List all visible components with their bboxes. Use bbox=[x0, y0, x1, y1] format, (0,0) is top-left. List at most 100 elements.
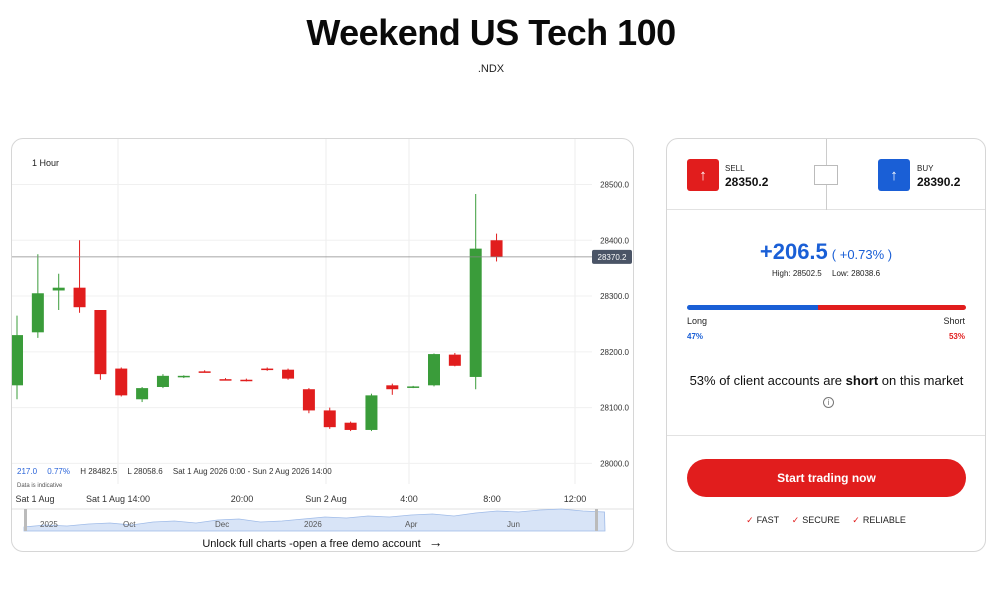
navigator-handle bbox=[24, 509, 27, 531]
sentiment-bold: short bbox=[845, 373, 879, 388]
trade-price-row: ↑ SELL 28350.2 ↑ BUY 28390.2 bbox=[667, 139, 985, 210]
legend-range: Sat 1 Aug 2026 0:00 - Sun 2 Aug 2026 14:… bbox=[172, 467, 332, 476]
legend-volume: 217.0 bbox=[17, 467, 38, 476]
trade-panel: ↑ SELL 28350.2 ↑ BUY 28390.2 +206.5( +0.… bbox=[666, 138, 986, 552]
feature-item: ✓ FAST bbox=[746, 515, 779, 525]
candle-body bbox=[240, 379, 253, 382]
current-price-label: 28370.2 bbox=[598, 253, 627, 262]
sell-price: 28350.2 bbox=[725, 175, 769, 189]
navigator-label: 2026 bbox=[304, 520, 322, 529]
arrow-up-icon: ↑ bbox=[890, 166, 898, 184]
candle-body bbox=[407, 386, 420, 388]
buy-label: BUY bbox=[917, 164, 934, 173]
navigator-label: Dec bbox=[215, 520, 230, 529]
check-icon: ✓ bbox=[746, 515, 754, 525]
info-icon[interactable]: i bbox=[823, 397, 834, 409]
page-title: Weekend US Tech 100 bbox=[306, 12, 676, 53]
unlock-charts-link[interactable]: Unlock full charts -open a free demo acc… bbox=[12, 534, 633, 550]
y-tick-label: 28000.0 bbox=[600, 459, 629, 468]
day-high: High: 28502.5 bbox=[771, 269, 822, 278]
day-low: Low: 28038.6 bbox=[832, 269, 881, 278]
sentiment-short-fill bbox=[818, 305, 966, 310]
buy-button[interactable]: ↑ bbox=[878, 159, 910, 191]
x-axis-label: 20:00 bbox=[230, 494, 254, 504]
long-pct: 47% bbox=[687, 332, 704, 341]
arrow-up-icon: ↑ bbox=[699, 166, 707, 184]
navigator-handle bbox=[595, 509, 598, 531]
sentiment-prefix: 53% of client accounts are bbox=[689, 373, 846, 388]
candle-body bbox=[156, 375, 169, 387]
candle-body bbox=[323, 410, 336, 428]
unlock-charts-text: Unlock full charts -open a free demo acc… bbox=[202, 538, 421, 550]
y-tick-label: 28300.0 bbox=[600, 292, 629, 301]
navigator-label: 2025 bbox=[40, 520, 58, 529]
long-label: Long bbox=[687, 316, 708, 326]
spread-divider bbox=[826, 185, 827, 210]
feature-item: ✓ RELIABLE bbox=[852, 515, 906, 525]
candle-body bbox=[12, 335, 23, 386]
candle-body bbox=[448, 354, 461, 366]
navigator-label: Apr bbox=[405, 520, 418, 529]
candle-body bbox=[136, 388, 149, 400]
change-pct: ( +0.73% ) bbox=[831, 247, 893, 262]
instrument-symbol: .NDX bbox=[477, 63, 505, 75]
candle-body bbox=[344, 422, 357, 430]
check-icon: ✓ bbox=[852, 515, 860, 525]
y-tick-label: 28400.0 bbox=[600, 236, 629, 245]
x-axis-label: 8:00 bbox=[483, 494, 501, 504]
candle-body bbox=[115, 368, 128, 396]
navigator-label: Jun bbox=[507, 520, 520, 529]
sentiment-statement: 53% of client accounts are short on this… bbox=[687, 370, 966, 412]
candle-body bbox=[177, 375, 190, 378]
candle-body bbox=[386, 385, 399, 390]
y-tick-label: 28500.0 bbox=[600, 180, 629, 189]
candle-body bbox=[365, 395, 378, 430]
sentiment-suffix: on this market bbox=[878, 373, 964, 388]
interval-label[interactable]: 1 Hour bbox=[32, 158, 60, 168]
feature-label: SECURE bbox=[802, 515, 840, 525]
legend-low: L 28058.6 bbox=[127, 467, 163, 476]
high-low: High: 28502.5 Low: 28038.6 bbox=[667, 269, 985, 278]
price-change: +206.5( +0.73% ) bbox=[667, 239, 985, 265]
x-axis-label: Sun 2 Aug bbox=[305, 494, 347, 504]
candle-body bbox=[490, 240, 503, 257]
indicative-note: Data is indicative bbox=[17, 483, 63, 489]
x-axis-label: 12:00 bbox=[563, 494, 587, 504]
candlestick-chart[interactable]: 28000.0 28100.0 28200.0 28300.0 28400.0 28500… bbox=[12, 139, 634, 552]
feature-list: ✓ FAST ✓ SECURE ✓ RELIABLE bbox=[667, 515, 985, 526]
navigator-label: Oct bbox=[123, 520, 136, 529]
candle-body bbox=[428, 354, 440, 386]
feature-label: FAST bbox=[756, 515, 780, 525]
candle-body bbox=[261, 368, 274, 371]
feature-label: RELIABLE bbox=[862, 515, 906, 525]
price-chart-card[interactable]: 28000.0 28100.0 28200.0 28300.0 28400.0 28500… bbox=[11, 138, 634, 552]
buy-price: 28390.2 bbox=[917, 175, 961, 189]
candle-body bbox=[31, 293, 44, 333]
spread-box bbox=[814, 165, 838, 185]
candle-body bbox=[219, 379, 232, 381]
divider bbox=[667, 435, 985, 436]
sentiment-long-fill bbox=[687, 305, 819, 310]
check-icon: ✓ bbox=[791, 515, 800, 525]
feature-item: ✓ SECURE bbox=[792, 515, 840, 525]
chart-legend: 217.0 0.77% H 28482.5 L 28058.6 Sat 1 Au… bbox=[17, 467, 340, 476]
navigator-area bbox=[23, 508, 606, 532]
legend-change-pct: 0.77% bbox=[47, 467, 70, 476]
y-tick-label: 28100.0 bbox=[600, 404, 629, 413]
candle-body bbox=[52, 287, 65, 291]
change-value: +206.5 bbox=[759, 239, 828, 264]
arrow-right-icon: → bbox=[428, 534, 443, 550]
current-price-tag bbox=[592, 249, 632, 264]
legend-high: H 28482.5 bbox=[80, 467, 118, 476]
candle-body bbox=[73, 287, 86, 308]
x-axis-label: Sat 1 Aug bbox=[15, 494, 55, 504]
sentiment-bar bbox=[687, 305, 966, 310]
sell-button[interactable]: ↑ bbox=[687, 159, 719, 191]
short-pct: 53% bbox=[948, 332, 965, 341]
sell-label: SELL bbox=[725, 164, 745, 173]
start-trading-button[interactable]: Start trading now bbox=[687, 459, 966, 497]
x-axis-label: 4:00 bbox=[400, 494, 418, 504]
y-tick-label: 28200.0 bbox=[600, 348, 629, 357]
candle-body bbox=[94, 310, 107, 375]
candle-body bbox=[302, 389, 315, 411]
